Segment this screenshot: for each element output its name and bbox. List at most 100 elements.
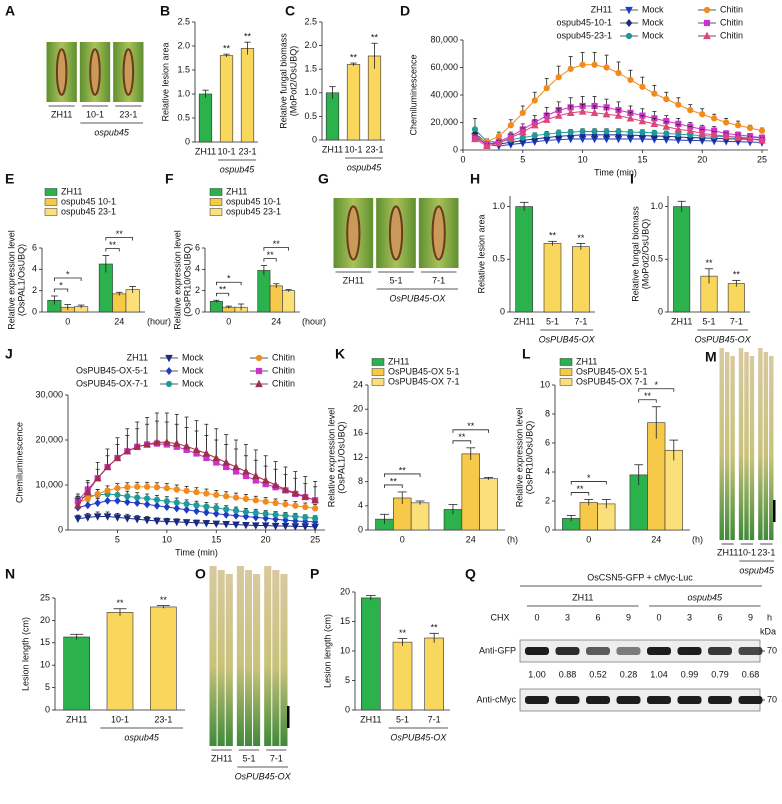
- marker: [291, 488, 300, 497]
- legend-label: ospub45 10-1: [226, 196, 281, 206]
- y-tick-label: 0.5: [304, 111, 317, 121]
- bar: [664, 449, 683, 531]
- marker: [531, 132, 538, 139]
- legend-label: Mock: [182, 378, 204, 388]
- marker: [114, 491, 121, 498]
- timepoint: 0: [656, 612, 661, 622]
- size-label: 70: [767, 645, 777, 655]
- marker: [163, 437, 171, 446]
- legend-label: Mock: [642, 30, 664, 40]
- group-label: ospub45: [739, 565, 775, 575]
- legend-label: ospub45 23-1: [61, 206, 116, 216]
- comparison-label: **: [267, 250, 275, 260]
- marker: [165, 354, 173, 363]
- marker: [242, 508, 250, 516]
- marker: [699, 111, 706, 118]
- marker: [172, 439, 181, 447]
- lesion: [122, 48, 135, 96]
- marker: [703, 31, 711, 40]
- x-tick-label: 10-1: [217, 146, 235, 156]
- y-tick-label: 1.0: [492, 201, 505, 211]
- bar: [63, 636, 90, 711]
- marker: [627, 129, 634, 136]
- x-tick-label: 25: [310, 534, 320, 544]
- marker: [292, 502, 299, 509]
- marker: [255, 367, 263, 375]
- marker: [212, 520, 221, 528]
- y-tick-label: 0: [500, 306, 505, 316]
- y-tick-label: 1.5: [304, 64, 317, 74]
- marker: [703, 19, 711, 27]
- blot-band: [708, 696, 732, 704]
- marker: [123, 446, 132, 455]
- x-unit: (h): [692, 534, 703, 544]
- x-tick-label: ZH11: [195, 146, 216, 156]
- timepoint: 9: [626, 612, 631, 622]
- y-tick-label: 0: [453, 144, 458, 154]
- marker: [124, 484, 131, 491]
- marker: [203, 503, 210, 510]
- marker: [143, 440, 151, 448]
- y-tick-label: 2.5: [177, 16, 190, 26]
- y-tick-label: 2: [545, 495, 550, 505]
- bar: [269, 285, 283, 313]
- legend-swatch: [44, 208, 58, 216]
- marker: [615, 128, 622, 135]
- marker: [301, 492, 310, 500]
- marker: [483, 141, 491, 149]
- treatment-label: CHX: [490, 612, 509, 622]
- quantification: 1.00: [528, 669, 546, 679]
- bar: [150, 606, 177, 711]
- marker: [193, 502, 200, 509]
- comparison-bracket: [570, 481, 607, 485]
- marker: [603, 128, 610, 135]
- comparison-bracket: [638, 388, 675, 392]
- marker: [591, 128, 598, 135]
- blot-band: [555, 696, 580, 704]
- marker: [555, 74, 562, 81]
- group-label: OsPUB45-OX: [389, 293, 446, 303]
- blot-band: [525, 647, 549, 655]
- marker: [519, 109, 526, 116]
- marker: [567, 129, 574, 136]
- marker: [163, 485, 170, 492]
- x-tick-label: 23-1: [154, 714, 172, 724]
- row-label: Anti-GFP: [479, 645, 516, 655]
- marker: [173, 499, 180, 506]
- blot-band: [738, 696, 763, 704]
- x-tick-label: 10-1: [344, 144, 362, 154]
- marker: [261, 522, 270, 530]
- y-tick-label: 6: [545, 437, 550, 447]
- leaf-photo: [236, 566, 244, 746]
- marker: [94, 499, 101, 507]
- y-axis-label: Relative lesion area: [476, 214, 486, 293]
- x-tick-label: 0: [65, 316, 70, 326]
- comparison-bracket: [105, 248, 120, 252]
- blot-band: [586, 647, 610, 655]
- x-tick-label: 7-1: [428, 714, 441, 724]
- timepoint: 0: [534, 612, 539, 622]
- leaf-photo: [738, 348, 744, 540]
- marker: [163, 498, 170, 505]
- marker: [495, 133, 502, 140]
- legend-label: ospub45 10-1: [61, 196, 116, 206]
- marker: [602, 109, 611, 118]
- legend-label: OsPUB45-OX 5-1: [388, 366, 460, 376]
- y-tick-label: 4: [195, 264, 200, 274]
- y-tick-label: 0: [32, 306, 37, 316]
- quantification: 0.52: [589, 669, 607, 679]
- legend-label: ZH11: [61, 186, 82, 196]
- image-label: ZH11: [211, 753, 232, 763]
- legend-label: ZH11: [388, 356, 409, 366]
- y-axis-label: Relative lesion area: [160, 42, 170, 121]
- time-unit: h: [767, 612, 772, 622]
- x-tick-label: 20: [261, 534, 271, 544]
- leaf-photo: [719, 348, 724, 540]
- image-label: 10-1: [86, 109, 104, 119]
- marker: [93, 513, 102, 521]
- marker: [271, 480, 280, 489]
- marker: [134, 494, 141, 501]
- x-axis-label: Time (min): [175, 547, 218, 557]
- marker: [83, 487, 92, 495]
- marker: [84, 495, 91, 502]
